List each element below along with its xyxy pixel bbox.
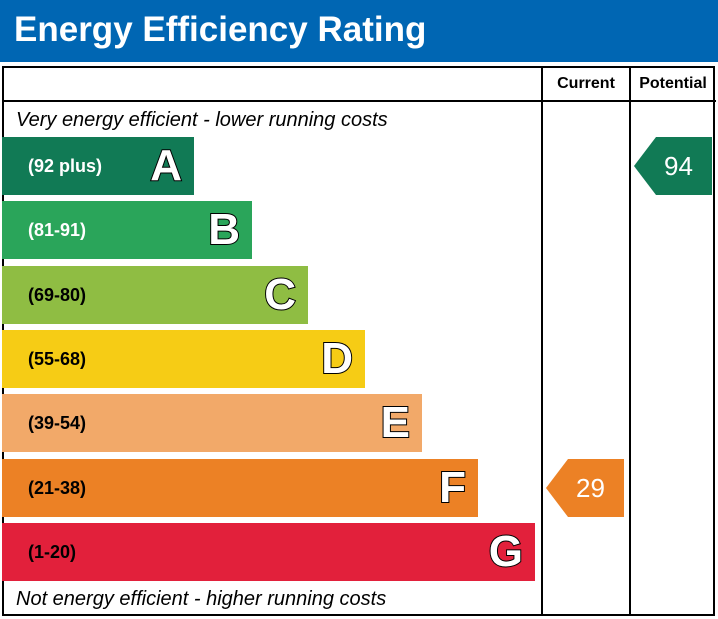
potential-arrow-polygon [634, 137, 712, 195]
band-letter-label: C [263, 269, 297, 320]
band-range-label: (21-38) [28, 478, 87, 498]
band-letter-label: G [488, 526, 524, 577]
header-row-divider [2, 100, 716, 102]
band-c: (69-80) C [2, 266, 308, 324]
current-rating-value: 29 [576, 473, 605, 503]
band-letter-label: F [438, 462, 467, 513]
band-range-label: (69-80) [28, 285, 87, 305]
potential-arrow-shape [634, 137, 712, 195]
band-d: (55-68) D [2, 330, 365, 388]
current-column-header: Current [557, 75, 615, 92]
current-column-divider [541, 66, 543, 616]
band-letter-label: A [149, 140, 183, 191]
band-f: (21-38) F [2, 459, 478, 517]
potential-rating-value: 94 [664, 151, 693, 181]
band-letter-label: E [380, 397, 411, 448]
potential-column-header: Potential [639, 75, 707, 92]
potential-column-divider [629, 66, 631, 616]
bottom-note: Not energy efficient - higher running co… [16, 588, 387, 610]
band-range-label: (81-91) [28, 220, 87, 240]
band-range-label: (92 plus) [28, 156, 103, 176]
current-rating-arrow: 29 [546, 459, 624, 517]
band-range-label: (39-54) [28, 413, 87, 433]
band-e: (39-54) E [2, 394, 422, 452]
current-arrow-shape [546, 459, 624, 517]
top-note: Very energy efficient - lower running co… [16, 109, 388, 131]
header-bar: Energy Efficiency Rating [0, 0, 718, 62]
band-range-label: (55-68) [28, 349, 87, 369]
potential-rating-arrow: 94 [634, 137, 712, 195]
band-g: (1-20) G [2, 523, 535, 581]
band-range-label: (1-20) [28, 542, 77, 562]
band-letter-label: D [320, 333, 354, 384]
current-arrow-polygon [546, 459, 624, 517]
band-letter-label: B [207, 204, 241, 255]
band-b: (81-91) B [2, 201, 252, 259]
band-a: (92 plus) A [2, 137, 194, 195]
chart-title: Energy Efficiency Rating [14, 10, 427, 49]
